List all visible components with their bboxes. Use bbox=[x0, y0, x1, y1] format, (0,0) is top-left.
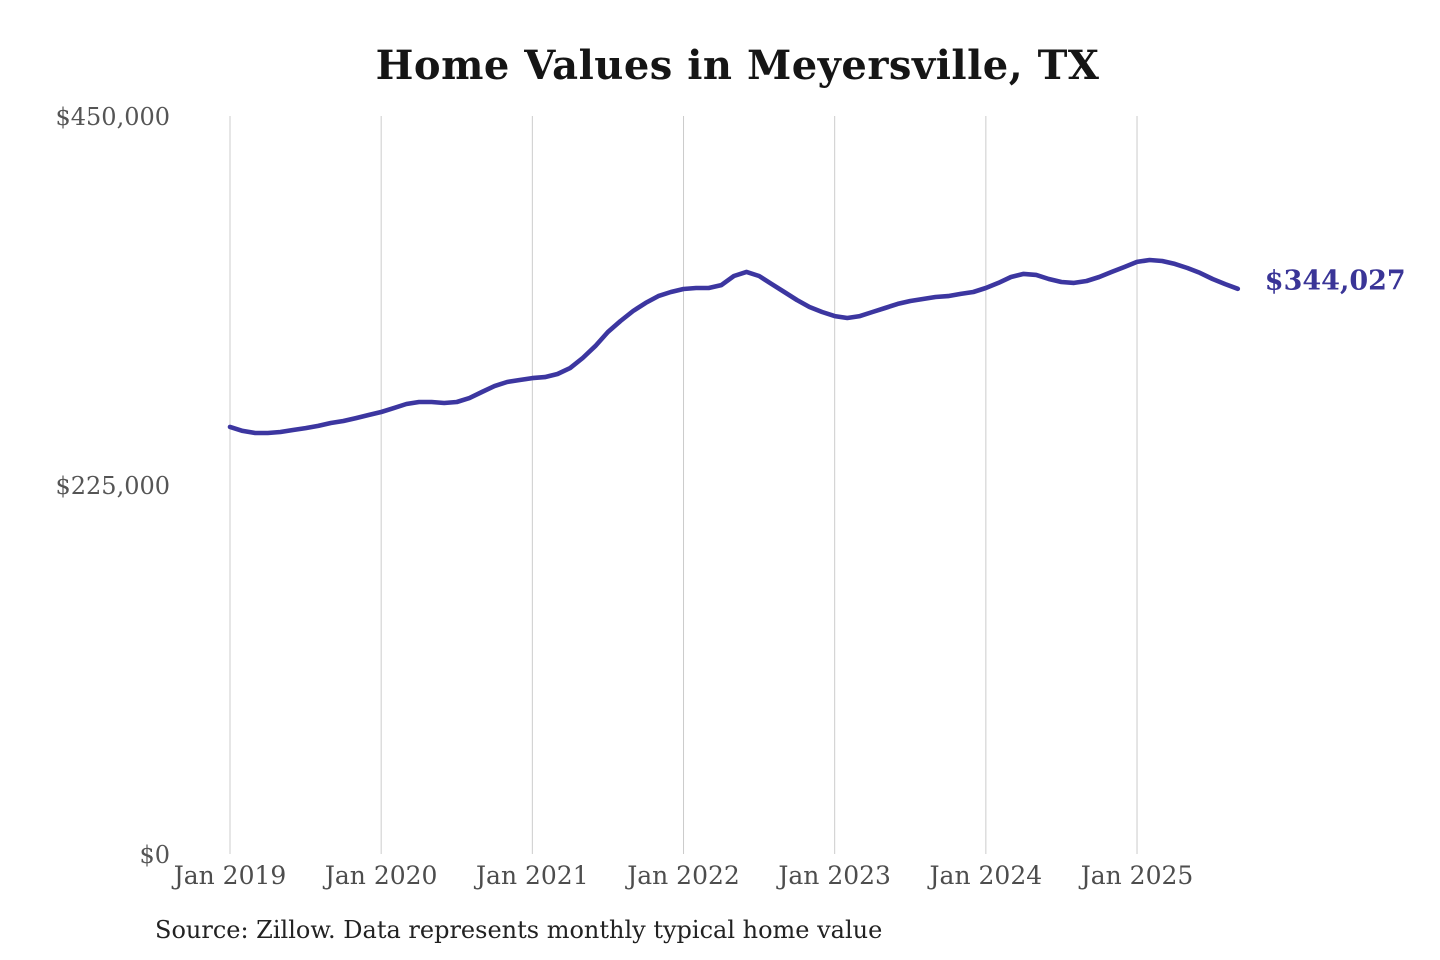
y-axis-labels: $450,000 $225,000 $0 bbox=[0, 0, 170, 960]
x-axis-tick-label: Jan 2023 bbox=[778, 861, 891, 890]
home-value-series-line bbox=[227, 257, 1241, 436]
y-axis-tick-label: $450,000 bbox=[55, 102, 170, 131]
x-axis-tick-label: Jan 2021 bbox=[476, 861, 589, 890]
y-axis-tick-label: $225,000 bbox=[55, 471, 170, 500]
x-axis-tick-label: Jan 2022 bbox=[627, 861, 740, 890]
x-axis-tick-label: Jan 2025 bbox=[1080, 861, 1194, 890]
source-note: Source: Zillow. Data represents monthly … bbox=[155, 916, 883, 944]
x-axis-tick-label: Jan 2020 bbox=[324, 861, 438, 890]
chart-title: Home Values in Meyersville, TX bbox=[375, 42, 1100, 89]
x-axis-tick-label: Jan 2024 bbox=[929, 861, 1043, 890]
gridlines bbox=[229, 116, 1138, 854]
y-axis-tick-label: $0 bbox=[139, 840, 170, 869]
x-axis-tick-label: Jan 2019 bbox=[173, 861, 287, 890]
current-value-label: $344,027 bbox=[1264, 265, 1406, 297]
